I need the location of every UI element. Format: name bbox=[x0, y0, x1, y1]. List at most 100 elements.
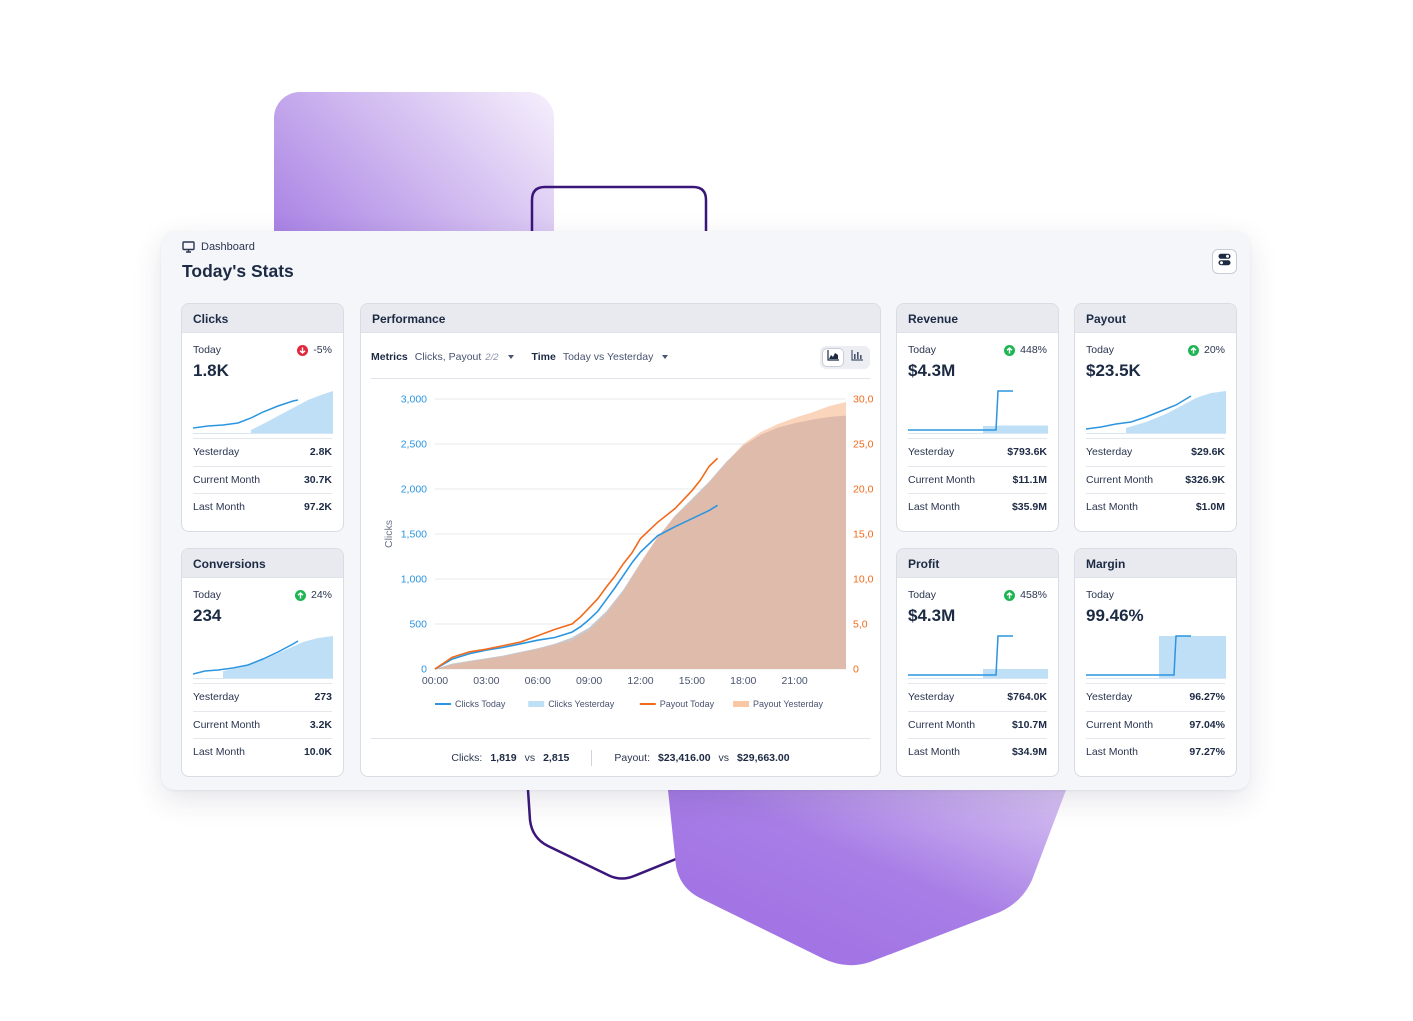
stat-value: $29.6K bbox=[1191, 446, 1225, 459]
stat-row: Last Month 97.27% bbox=[1086, 738, 1225, 766]
sparkline bbox=[908, 635, 1048, 679]
y-tick-right: 20,0 bbox=[853, 484, 874, 496]
area-chart-button[interactable] bbox=[822, 347, 844, 367]
toolbar-divider bbox=[371, 378, 870, 379]
series-payout-today-line bbox=[434, 457, 719, 670]
profit-card: Profit Today 458% $4.3M Yesterday $764.0K… bbox=[896, 548, 1059, 777]
stat-label: Yesterday bbox=[1086, 446, 1133, 459]
today-label: Today bbox=[193, 344, 222, 356]
sparkline bbox=[193, 636, 333, 679]
y-tick-left: 2,000 bbox=[401, 484, 427, 496]
legend-label: Payout Today bbox=[660, 699, 715, 709]
stat-value: 96.27% bbox=[1189, 691, 1225, 704]
summary-payout-label: Payout: bbox=[614, 751, 650, 764]
kpi-value: 99.46% bbox=[1086, 606, 1144, 625]
stat-value: 30.7K bbox=[303, 473, 332, 486]
metrics-value: Clicks, Payout bbox=[414, 351, 482, 363]
arrow-up-icon bbox=[1187, 344, 1199, 356]
y-axis-label: Clicks bbox=[383, 520, 395, 548]
time-value: Today vs Yesterday bbox=[562, 351, 654, 363]
stat-row: Yesterday 2.8K bbox=[193, 438, 332, 466]
stat-label: Current Month bbox=[1086, 718, 1154, 731]
x-tick: 06:00 bbox=[525, 675, 551, 687]
arrow-down-icon bbox=[297, 344, 309, 356]
stat-value: $11.1M bbox=[1012, 473, 1047, 486]
summary-payout-today: $23,416.00 bbox=[657, 751, 711, 764]
stats-panel: Dashboard Today's Stats Clicks Today -5%… bbox=[161, 231, 1250, 790]
card-title: Payout bbox=[1075, 304, 1236, 333]
stat-row: Yesterday $29.6K bbox=[1086, 438, 1225, 466]
summary-vs: vs bbox=[718, 751, 730, 764]
today-label: Today bbox=[908, 344, 937, 356]
sparkline bbox=[193, 391, 333, 434]
today-label: Today bbox=[1086, 344, 1115, 356]
stat-value: $34.9M bbox=[1011, 746, 1047, 759]
stat-label: Yesterday bbox=[908, 691, 955, 704]
performance-card: Performance Metrics Clicks, Payout 2/2 T… bbox=[360, 303, 881, 777]
x-tick: 12:00 bbox=[627, 675, 653, 687]
card-title: Clicks bbox=[182, 304, 343, 333]
metrics-label: Metrics bbox=[371, 351, 408, 363]
y-tick-right: 30,0 bbox=[853, 394, 874, 406]
summary-vs: vs bbox=[524, 751, 536, 764]
delta-badge: 24% bbox=[294, 589, 332, 601]
summary-payout-yesterday: $29,663.00 bbox=[737, 751, 790, 764]
metrics-count: 2/2 bbox=[485, 351, 499, 363]
time-dropdown[interactable]: Today vs Yesterday bbox=[562, 351, 669, 363]
x-tick: 15:00 bbox=[679, 675, 705, 687]
today-label: Today bbox=[193, 589, 222, 601]
delta-value: -5% bbox=[313, 344, 332, 356]
chart-type-toggle bbox=[820, 345, 870, 369]
payout-card: Payout Today 20% $23.5K Yesterday $29.6K … bbox=[1074, 303, 1237, 532]
stat-row: Last Month $35.9M bbox=[908, 493, 1047, 521]
stat-row: Yesterday $764.0K bbox=[908, 683, 1047, 711]
settings-toggle-button[interactable] bbox=[1212, 249, 1237, 274]
monitor-icon bbox=[182, 241, 195, 253]
stat-label: Last Month bbox=[1086, 501, 1138, 514]
y-tick-right: 0 bbox=[853, 664, 859, 676]
card-title: Margin bbox=[1075, 549, 1236, 578]
x-tick: 09:00 bbox=[576, 675, 602, 687]
stat-label: Last Month bbox=[193, 746, 245, 759]
legend-swatch bbox=[733, 701, 749, 707]
stat-value: 97.04% bbox=[1189, 718, 1225, 731]
stat-label: Current Month bbox=[1086, 473, 1154, 486]
stat-value: 10.0K bbox=[303, 746, 332, 759]
x-tick: 18:00 bbox=[730, 675, 756, 687]
legend-swatch bbox=[528, 701, 545, 707]
bar-chart-button[interactable] bbox=[846, 348, 868, 367]
chevron-down-icon bbox=[507, 355, 514, 359]
arrow-up-icon bbox=[1004, 344, 1016, 356]
stat-row: Yesterday 273 bbox=[193, 683, 332, 711]
stat-label: Current Month bbox=[193, 718, 261, 731]
time-label: Time bbox=[531, 351, 556, 363]
summary-clicks-label: Clicks: bbox=[451, 751, 483, 764]
y-tick-right: 10,0 bbox=[853, 574, 874, 586]
stat-row: Current Month $11.1M bbox=[908, 465, 1047, 494]
stat-row: Last Month 97.2K bbox=[193, 493, 332, 521]
stat-row: Current Month $10.7M bbox=[908, 710, 1047, 739]
metrics-dropdown[interactable]: Clicks, Payout 2/2 bbox=[415, 351, 514, 363]
summary-clicks-today: 1,819 bbox=[490, 751, 517, 764]
card-title: Revenue bbox=[897, 304, 1058, 333]
stat-label: Yesterday bbox=[1086, 691, 1133, 704]
y-tick-left: 1,000 bbox=[401, 574, 427, 586]
y-tick-left: 500 bbox=[409, 619, 427, 631]
stat-value: $764.0K bbox=[1007, 691, 1047, 704]
x-tick: 21:00 bbox=[781, 675, 807, 687]
stat-label: Last Month bbox=[908, 746, 960, 759]
stat-value: 97.2K bbox=[303, 501, 332, 514]
delta-value: 448% bbox=[1020, 344, 1047, 356]
kpi-value: 234 bbox=[193, 606, 222, 625]
stat-value: $1.0M bbox=[1195, 501, 1225, 514]
today-label: Today bbox=[1086, 589, 1115, 601]
breadcrumb[interactable]: Dashboard bbox=[182, 241, 255, 253]
stat-label: Yesterday bbox=[193, 446, 240, 459]
stat-row: Current Month 30.7K bbox=[193, 465, 332, 494]
stat-label: Current Month bbox=[908, 718, 976, 731]
stat-label: Current Month bbox=[193, 473, 261, 486]
bar-chart-icon bbox=[851, 350, 863, 364]
stat-row: Last Month 10.0K bbox=[193, 738, 332, 766]
stat-value: 3.2K bbox=[309, 718, 332, 731]
sparkline bbox=[908, 390, 1048, 434]
